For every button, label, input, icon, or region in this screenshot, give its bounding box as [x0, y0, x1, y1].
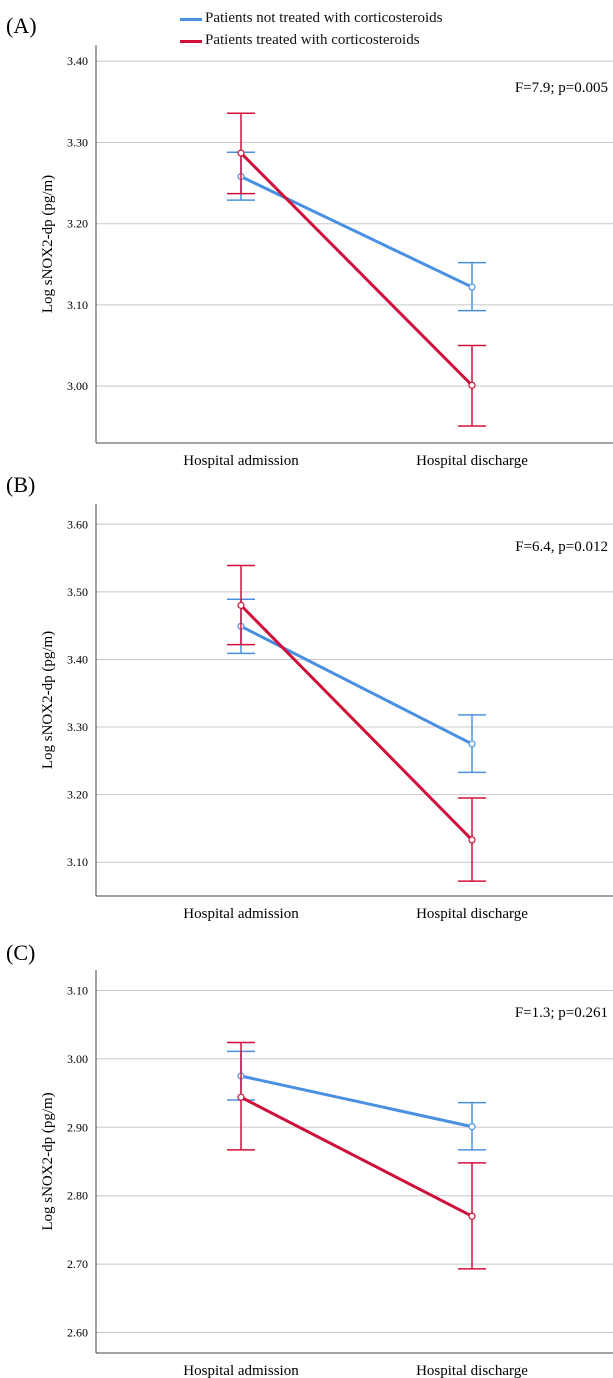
series-line-treated: [239, 604, 474, 841]
data-point-treated: [468, 836, 476, 844]
data-point-treated: [237, 149, 245, 157]
x-category-label: Hospital admission: [183, 453, 299, 469]
y-tick-label: 3.30: [67, 135, 88, 149]
stats-annotation: F=6.4, p=0.012: [515, 539, 608, 555]
legend-label-treated: Patients treated with corticosteroids: [205, 32, 420, 48]
y-tick-label: 3.50: [67, 585, 88, 599]
y-tick-label: 3.10: [67, 984, 88, 998]
series-line-untreated: [240, 624, 473, 746]
series-line-treated: [239, 151, 474, 387]
y-tick-label: 3.40: [67, 652, 88, 666]
y-tick-label: 3.30: [67, 720, 88, 734]
data-point-treated: [237, 601, 245, 609]
y-axis-title: Log sNOX2-dp (pg/m): [40, 1092, 56, 1230]
y-tick-label: 3.00: [67, 1052, 88, 1066]
y-tick-label: 3.20: [67, 788, 88, 802]
data-point-untreated: [468, 283, 476, 291]
y-tick-label: 3.10: [67, 855, 88, 869]
stats-annotation: F=1.3; p=0.261: [515, 1005, 608, 1021]
y-tick-label: 3.60: [67, 517, 88, 531]
y-tick-label: 2.80: [67, 1189, 88, 1203]
series-line-treated: [240, 1095, 473, 1218]
y-tick-label: 3.40: [67, 54, 88, 68]
y-tick-label: 3.00: [67, 379, 88, 393]
x-category-label: Hospital admission: [183, 1363, 299, 1378]
panel-label: (A): [6, 13, 37, 38]
y-tick-label: 2.70: [67, 1257, 88, 1271]
data-point-treated: [237, 1093, 245, 1101]
legend-item-untreated: Patients not treated with corticosteroid…: [180, 8, 600, 30]
data-point-untreated: [468, 740, 476, 748]
legend-swatch-untreated: [180, 18, 202, 21]
y-tick-label: 2.90: [67, 1120, 88, 1134]
y-tick-label: 2.60: [67, 1325, 88, 1339]
data-point-treated: [468, 381, 476, 389]
y-axis-title: Log sNOX2-dp (pg/m): [40, 175, 56, 313]
data-point-untreated: [468, 1123, 476, 1131]
y-tick-label: 3.20: [67, 217, 88, 231]
x-category-label: Hospital discharge: [416, 453, 528, 469]
data-point-treated: [468, 1212, 476, 1220]
panel-label: (C): [6, 940, 35, 965]
x-category-label: Hospital discharge: [416, 1363, 528, 1378]
legend: Patients not treated with corticosteroid…: [180, 8, 600, 52]
series-line-untreated: [240, 1074, 473, 1129]
x-category-label: Hospital admission: [183, 906, 299, 922]
legend-label-untreated: Patients not treated with corticosteroid…: [205, 10, 443, 26]
legend-swatch-treated: [180, 40, 202, 43]
stats-annotation: F=7.9; p=0.005: [515, 80, 608, 96]
series-line-untreated: [240, 175, 473, 289]
y-axis-title: Log sNOX2-dp (pg/m): [40, 631, 56, 769]
y-tick-label: 3.10: [67, 298, 88, 312]
x-category-label: Hospital discharge: [416, 906, 528, 922]
panel-label: (B): [6, 472, 35, 497]
legend-item-treated: Patients treated with corticosteroids: [180, 30, 600, 52]
